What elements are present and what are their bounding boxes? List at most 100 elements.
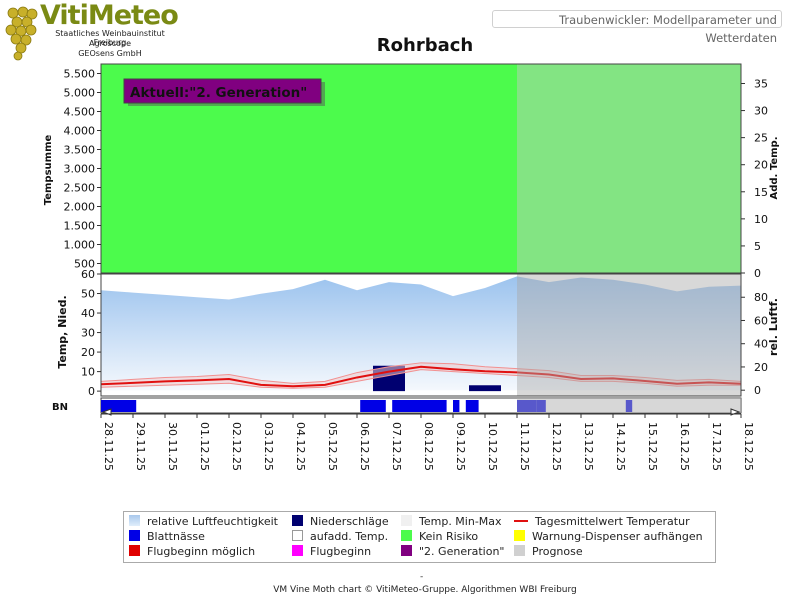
grape-logo-icon [5,6,38,61]
legend-item-norisk: Kein Risiko [401,530,478,544]
x-tick-label: 12.12.25 [550,422,563,471]
y-tick-label-left-top: 2.500 [64,182,96,195]
y-tick-label-right-top: 5 [754,240,761,253]
y-tick-label-right-top: 10 [754,213,768,226]
series-precip-bar [469,385,501,392]
footer-dash: - [420,572,424,582]
legend-swatch [129,530,140,541]
legend-swatch [514,545,525,556]
series-humidity-area [101,276,741,391]
legend-label: Warnung-Dispenser aufhängen [532,530,703,543]
legend-item-leafwet: Blattnässe [129,530,205,544]
y-tick-label-right-bottom: 80 [754,291,768,304]
brand-line-3: GEOsens GmbH [78,49,142,58]
footer-credit: VM Vine Moth chart © VitiMeteo-Gruppe. A… [273,585,577,595]
y-tick-label-right-top: 20 [754,159,768,172]
legend-item-flight: Flugbeginn [292,545,371,559]
series-temp-min-line [100,369,741,389]
legend-item-minmax: Temp. Min-Max [401,515,502,529]
x-tick-label: 15.12.25 [646,422,659,471]
bn-row-label: BN [52,402,68,413]
series-temp-max-line [100,362,742,384]
forecast-overlay-bn [517,398,741,413]
legend-item-flightpossible: Flugbeginn möglich [129,545,255,559]
legend-item-addtemp: aufadd. Temp. [292,530,388,544]
legend-swatch [129,515,140,526]
y-tick-label-left-top: 2.000 [64,201,96,214]
legend-item-precip: Niederschläge [292,515,389,529]
x-tick-label: 13.12.25 [582,422,595,471]
x-tick-label: 04.12.25 [294,422,307,471]
legend-swatch [401,545,412,556]
x-tick-label: 10.12.25 [486,422,499,471]
legend-swatch [292,545,303,556]
legend-swatch [292,515,303,526]
x-tick-label: 08.12.25 [422,422,435,471]
forecast-overlay-top [517,64,741,273]
chart-canvas: 5.500 5.000 4.500 4.000 3.500 3.000 2.500 2.000… [43,63,780,471]
bn-leaf-wetness-segment [465,400,479,412]
x-tick-label: 16.12.25 [678,422,691,471]
x-tick-label: 29.11.25 [134,422,147,471]
x-tick-label: 09.12.25 [454,422,467,471]
legend-swatch [401,515,412,526]
y-tick-label-right-bottom: 0 [754,384,761,397]
legend-swatch [514,520,528,522]
legend-item-forecast: Prognose [514,545,583,559]
y-axis-label-right-bottom: rel. Luftf. [767,298,780,356]
x-tick-label: 06.12.25 [358,422,371,471]
legend-label: relative Luftfeuchtigkeit [147,515,278,528]
bn-leaf-wetness-segment [360,400,386,412]
y-tick-label-right-top: 25 [754,132,768,145]
series-temp-minmax-band [101,362,741,389]
legend-item-tmean: Tagesmittelwert Temperatur [514,515,690,529]
legend-label: aufadd. Temp. [310,530,389,543]
legend-swatch [514,530,525,541]
y-axis-label-left-bottom: Temp, Nied. [56,295,69,368]
legend-item-humidity: relative Luftfeuchtigkeit [129,515,278,529]
y-tick-label-right-top: 35 [754,77,768,90]
y-tick-label-left-top: 4.500 [64,106,96,119]
legend-label: "2. Generation" [419,545,505,558]
legend-item-gen2: "2. Generation" [401,545,504,559]
x-tick-label: 02.12.25 [230,422,243,471]
legend-label: Prognose [532,545,583,558]
y-tick-label-left-bottom: 0 [88,385,95,398]
bottom-panel-frame [100,273,742,397]
brand-line-1: Staatliches Weinbauinstitut Freiburg [55,29,165,47]
y-tick-label-right-bottom: 40 [754,338,768,351]
y-tick-label-left-bottom: 50 [81,288,95,301]
y-tick-label-left-top: 5.500 [64,68,96,81]
legend-swatch [401,530,412,541]
legend-item-dispenser: Warnung-Dispenser aufhängen [514,530,703,544]
legend-label: Niederschläge [310,515,389,528]
x-tick-label: 17.12.25 [710,422,723,471]
legend-label: Kein Risiko [419,530,479,543]
x-tick-label: 01.12.25 [198,422,211,471]
y-tick-label-left-top: 4.000 [64,125,96,138]
legend-swatch [292,530,303,541]
y-tick-label-left-top: 1.500 [64,220,96,233]
page-header-title: Traubenwickler: Modellparameter und Wett… [492,10,782,45]
chart-legend: relative Luftfeuchtigkeit Niederschläge … [123,511,716,563]
legend-swatch [129,545,140,556]
y-tick-label-right-top: 30 [754,105,768,118]
y-tick-label-left-top: 1.000 [64,239,96,252]
x-tick-label: 14.12.25 [614,422,627,471]
y-axis-label-left-top: Tempsumme [43,135,54,206]
x-tick-label: 05.12.25 [326,422,339,471]
y-tick-label-left-bottom: 10 [81,366,95,379]
annotation-label: Aktuell:"2. Generation" [130,85,307,101]
chart-title: Rohrbach [376,35,474,56]
legend-label: Blattnässe [147,530,205,543]
brand-line-2: Agroscope [88,39,132,48]
x-tick-label: 28.11.25 [102,422,115,471]
y-tick-label-left-bottom: 40 [81,307,95,320]
legend-label: Tagesmittelwert Temperatur [535,515,690,528]
y-tick-label-left-top: 500 [74,258,95,271]
x-tick-label: 07.12.25 [390,422,403,471]
y-tick-label-left-top: 3.500 [64,144,96,157]
y-axis-label-right-top: Add. Temp. [769,137,780,200]
y-tick-label-right-bottom: 20 [754,361,768,374]
y-tick-label-left-top: 3.000 [64,163,96,176]
